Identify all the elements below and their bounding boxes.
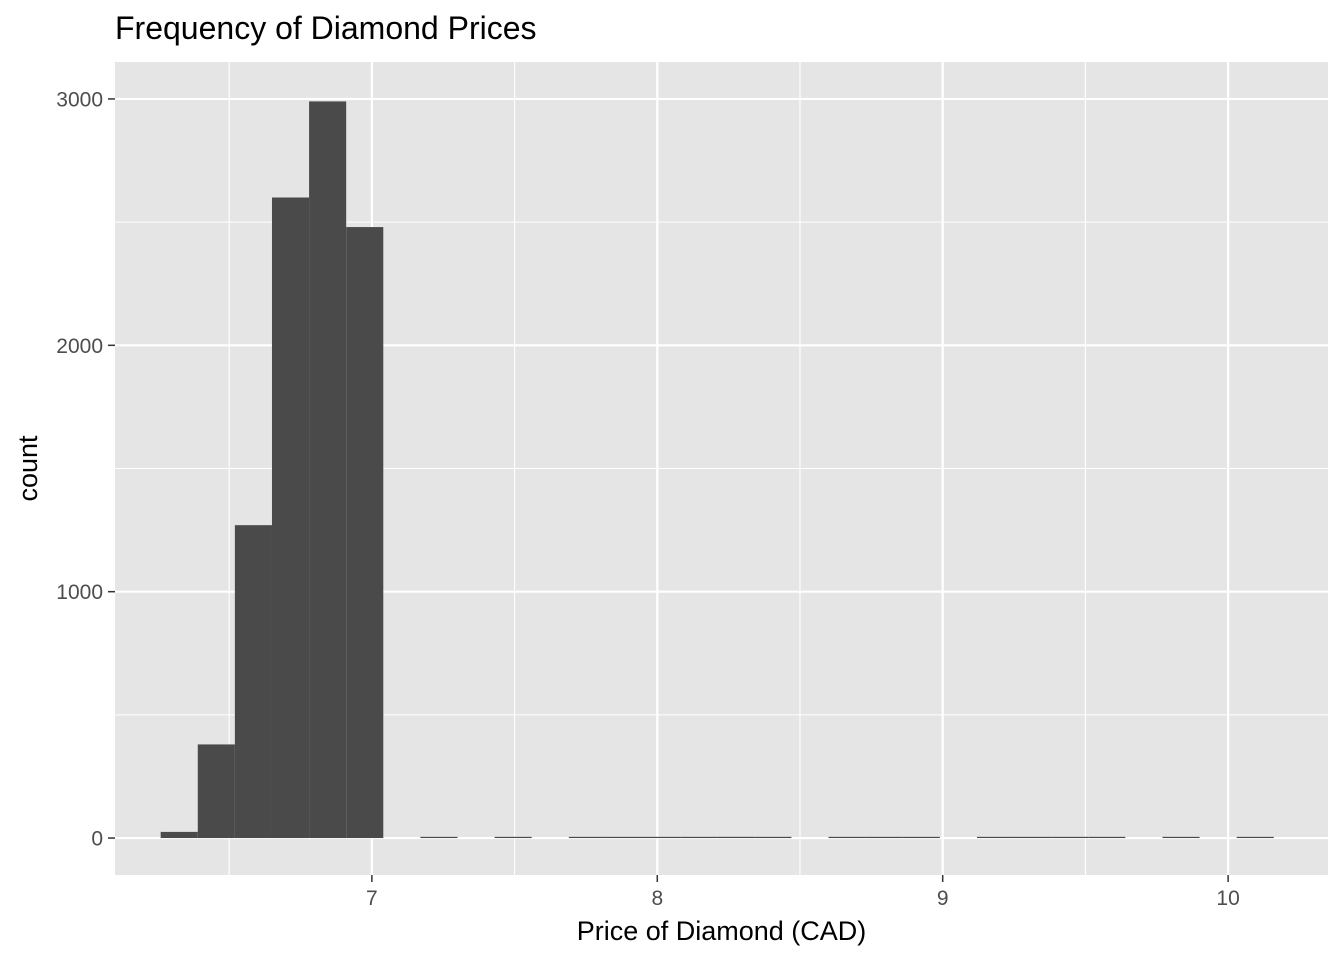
histogram-bar	[976, 836, 1015, 839]
histogram-bar	[902, 836, 940, 839]
histogram-bar	[865, 836, 903, 839]
x-tick-label: 7	[366, 887, 378, 910]
minor-gridlines	[115, 62, 1328, 875]
x-tick-label: 10	[1216, 887, 1239, 910]
histogram-bar	[605, 836, 644, 839]
x-axis: 7 8 9 10	[366, 875, 1240, 910]
histogram-bar	[234, 525, 272, 839]
histogram-bar	[160, 831, 198, 839]
histogram-bar	[568, 836, 606, 839]
histogram-bar	[346, 227, 384, 839]
histogram-bar	[828, 836, 866, 839]
histogram-bar	[494, 836, 532, 839]
histogram-bar	[309, 101, 347, 839]
y-tick-label: 2000	[56, 335, 103, 358]
histogram-bars	[160, 101, 1274, 839]
x-tick-label: 9	[937, 887, 949, 910]
y-axis: 0 1000 2000 3000	[56, 88, 115, 851]
histogram-bar	[420, 836, 458, 839]
histogram-bar	[1162, 836, 1200, 839]
histogram-bar	[643, 836, 681, 839]
histogram-bar	[1051, 836, 1089, 839]
histogram-bar	[717, 836, 755, 839]
y-tick-label: 0	[91, 828, 103, 851]
y-tick-label: 3000	[56, 88, 103, 111]
histogram-bar	[1236, 836, 1274, 839]
histogram-bar	[1014, 836, 1052, 839]
histogram-bar	[271, 197, 310, 839]
x-tick-label: 8	[651, 887, 663, 910]
y-tick-label: 1000	[56, 581, 103, 604]
histogram-bar	[754, 836, 792, 839]
histogram-bar	[197, 744, 235, 839]
y-axis-title: count	[13, 435, 43, 502]
histogram-bar	[1088, 836, 1126, 839]
histogram-bar	[680, 836, 718, 839]
chart-title: Frequency of Diamond Prices	[115, 10, 537, 46]
major-gridlines	[115, 62, 1328, 875]
x-axis-title: Price of Diamond (CAD)	[577, 916, 867, 946]
